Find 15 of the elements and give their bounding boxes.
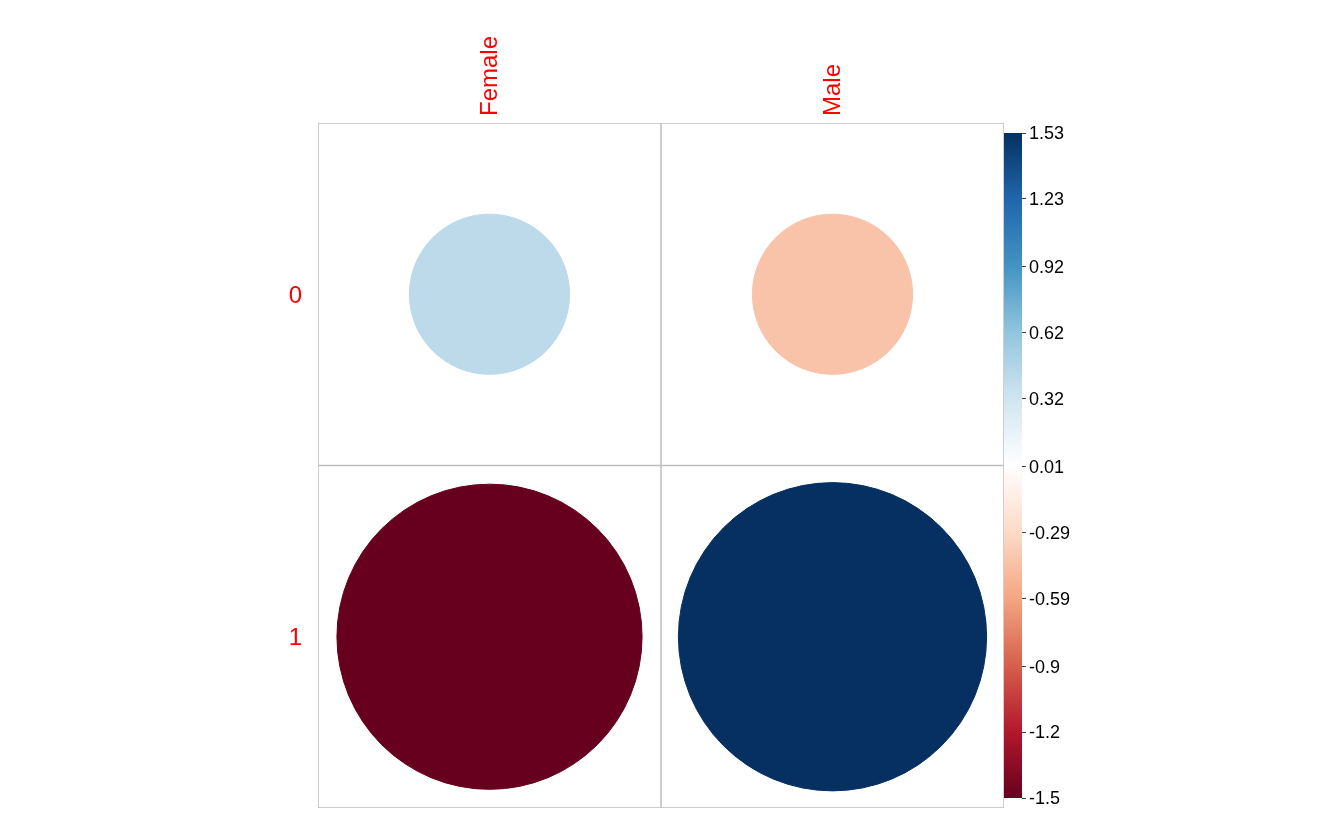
x-tick-label: Male [818,63,846,116]
y-tick-label: 1 [288,623,302,651]
color-bar-label: -0.9 [1029,656,1061,677]
color-bar-label: 0.01 [1029,456,1065,477]
y-tick-label: 0 [288,280,302,308]
color-bar-label: 0.62 [1029,323,1065,344]
x-tick-label: Female [475,35,503,116]
color-bar-label: 1.53 [1029,123,1065,144]
color-bar-label: 0.32 [1029,388,1065,409]
color-bar-label: 0.92 [1029,257,1065,278]
color-bar-label: 1.23 [1029,189,1065,210]
color-bar-label: -0.29 [1029,522,1071,543]
color-bar-label: -1.2 [1029,722,1061,743]
color-bar-label: -0.59 [1029,588,1071,609]
color-bar-label: -1.5 [1029,788,1061,809]
